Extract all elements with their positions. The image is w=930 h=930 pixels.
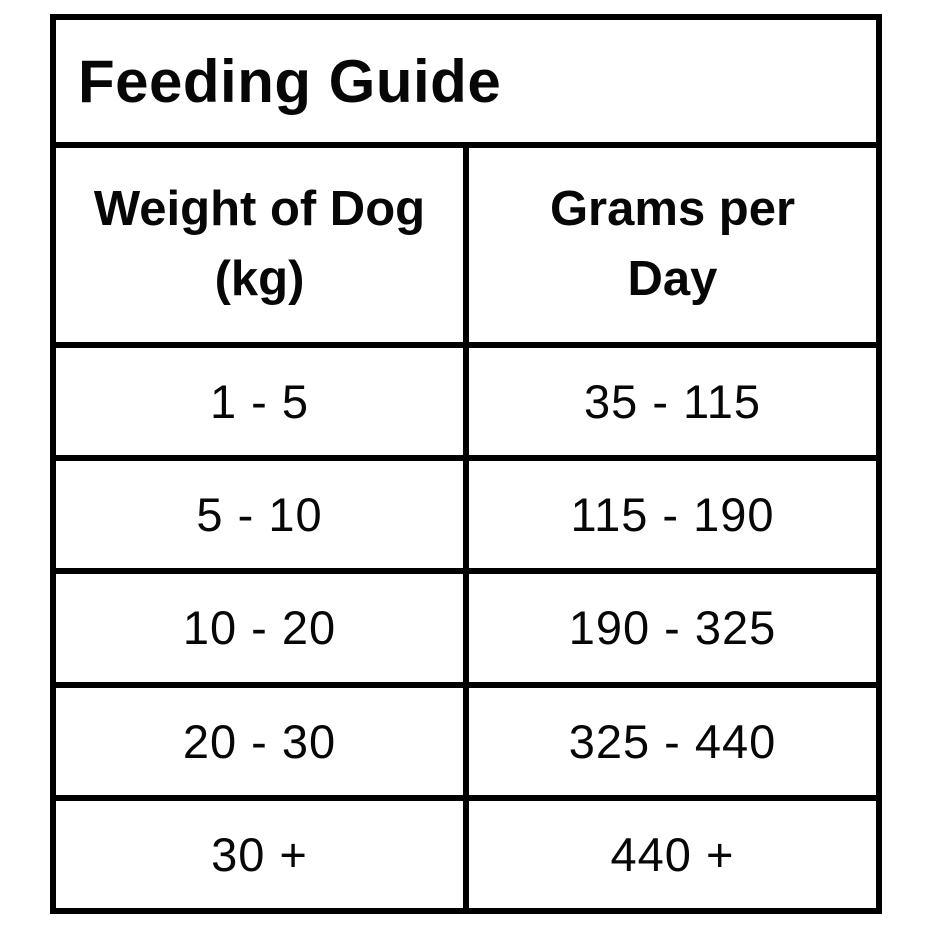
table-cell-weight-row4: 20 - 30 <box>56 687 463 795</box>
table-cell-weight-row1: 1 - 5 <box>56 348 463 456</box>
table-cell-weight-row3: 10 - 20 <box>56 574 463 682</box>
feeding-guide-table: Feeding Guide Weight of Dog (kg) Grams p… <box>50 14 882 914</box>
table-cell-weight-row5: 30 + <box>56 800 463 908</box>
table-cell-grams-row1: 35 - 115 <box>469 348 876 456</box>
table-cell-weight-row2: 5 - 10 <box>56 461 463 569</box>
column-header-weight-line2: (kg) <box>214 252 305 306</box>
column-header-weight: Weight of Dog (kg) <box>56 148 463 342</box>
table-cell-grams-row4: 325 - 440 <box>469 687 876 795</box>
table-title: Feeding Guide <box>56 20 876 142</box>
table-cell-grams-row2: 115 - 190 <box>469 461 876 569</box>
column-header-grams-line1: Grams per <box>549 182 796 237</box>
column-header-grams: Grams per Day <box>469 148 876 342</box>
column-header-grams-line2: Day <box>627 252 718 306</box>
table-cell-grams-row5: 440 + <box>469 800 876 908</box>
table-title-text: Feeding Guide <box>78 47 502 115</box>
column-header-weight-line1: Weight of Dog <box>93 182 426 237</box>
table-cell-grams-row3: 190 - 325 <box>469 574 876 682</box>
